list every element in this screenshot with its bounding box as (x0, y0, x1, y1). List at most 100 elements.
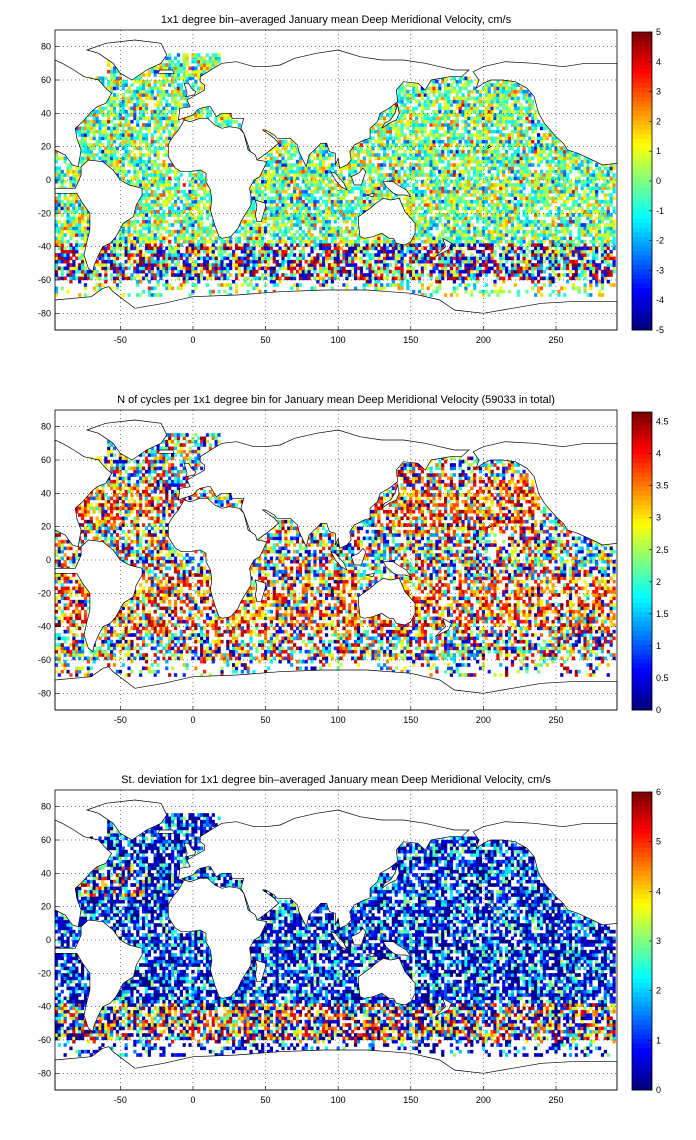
data-cell (298, 203, 303, 207)
data-cell (310, 273, 314, 277)
data-cell (118, 239, 122, 244)
data-cell (420, 206, 425, 211)
data-cell (75, 239, 79, 244)
data-cell (534, 223, 538, 227)
data-cell (159, 263, 163, 267)
data-cell (586, 293, 590, 297)
data-cell (452, 199, 456, 204)
data-cell (284, 203, 288, 207)
data-cell (502, 163, 506, 167)
data-cell (551, 179, 555, 184)
data-cell (414, 223, 419, 227)
data-cell (72, 263, 76, 267)
data-cell (534, 193, 538, 197)
data-cell (473, 189, 477, 194)
data-cell (438, 263, 442, 267)
data-cell (173, 183, 178, 187)
data-cell (200, 276, 204, 281)
data-cell (60, 223, 64, 227)
data-cell (603, 249, 607, 254)
data-cell (400, 176, 404, 181)
data-cell (566, 256, 570, 261)
data-cell (316, 273, 320, 277)
data-cell (275, 269, 279, 274)
data-cell (461, 149, 465, 154)
data-cell (136, 233, 140, 237)
data-cell (455, 213, 459, 217)
data-cell (455, 186, 459, 191)
data-cell (536, 159, 541, 164)
data-cell (263, 246, 268, 251)
data-cell (255, 183, 259, 187)
data-cell (519, 273, 523, 277)
data-cell (356, 239, 361, 244)
data-cell (362, 189, 366, 194)
data-cell (516, 263, 520, 267)
data-cell (290, 163, 294, 167)
data-cell (385, 153, 390, 157)
data-cell (461, 233, 465, 237)
data-cell (420, 169, 425, 174)
data-cell (467, 246, 471, 251)
data-cell (470, 209, 474, 214)
data-cell (57, 203, 61, 207)
data-cell (298, 196, 303, 201)
data-cell (554, 223, 558, 227)
data-cell (502, 249, 506, 254)
data-cell (606, 243, 610, 247)
data-cell (330, 186, 334, 191)
data-cell (86, 223, 91, 227)
data-cell (525, 259, 529, 264)
data-cell (429, 179, 433, 184)
data-cell (83, 226, 88, 231)
data-cell (452, 216, 456, 221)
data-cell (229, 286, 233, 291)
data-cell (507, 213, 512, 217)
data-cell (272, 196, 276, 201)
data-cell (144, 233, 149, 237)
data-cell (444, 169, 448, 174)
data-cell (470, 159, 474, 164)
data-cell (609, 263, 613, 267)
data-cell (92, 286, 96, 291)
data-cell (284, 216, 288, 221)
data-cell (455, 276, 459, 281)
data-cell (290, 269, 294, 274)
data-cell (409, 243, 413, 247)
data-cell (577, 206, 581, 211)
data-cell (377, 169, 381, 174)
data-cell (449, 229, 454, 234)
data-cell (554, 243, 558, 247)
data-cell (354, 249, 358, 254)
data-cell (223, 246, 227, 251)
data-cell (200, 256, 204, 261)
data-cell (72, 219, 76, 224)
data-cell (54, 286, 59, 291)
data-cell (377, 256, 381, 261)
data-cell (406, 203, 410, 207)
data-cell (345, 263, 349, 267)
data-cell (516, 246, 520, 251)
data-cell (66, 249, 70, 254)
data-cell (115, 146, 120, 151)
data-cell (534, 199, 538, 204)
data-cell (505, 153, 509, 157)
data-cell (173, 169, 178, 174)
data-cell (112, 166, 117, 171)
data-cell (176, 243, 181, 247)
data-cell (185, 219, 189, 224)
data-cell (606, 179, 610, 184)
data-cell (568, 153, 573, 157)
data-cell (557, 179, 561, 184)
data-cell (336, 229, 340, 234)
data-cell (168, 243, 172, 247)
data-cell (252, 249, 256, 254)
data-cell (60, 206, 64, 211)
data-cell (246, 289, 250, 294)
data-cell (484, 216, 488, 221)
data-cell (432, 216, 436, 221)
data-cell (461, 279, 465, 284)
data-cell (287, 179, 291, 184)
data-cell (141, 276, 146, 281)
data-cell (383, 163, 387, 167)
